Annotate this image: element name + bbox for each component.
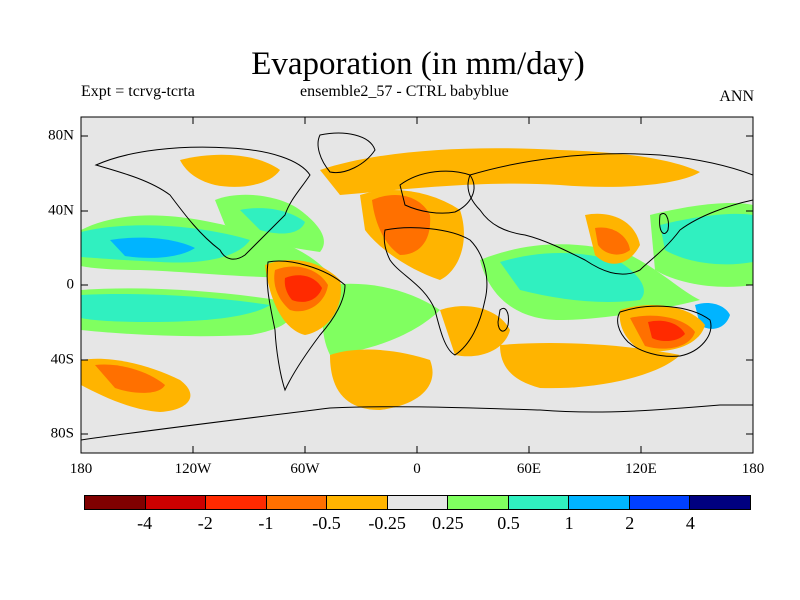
anomaly-turquoise-tropical-pacific — [81, 294, 270, 322]
lat-label-0: 0 — [66, 276, 75, 293]
lon-label-180w: 180 — [69, 461, 93, 477]
colorbar-label: 1 — [564, 513, 574, 533]
axis-ticks — [81, 117, 753, 453]
lon-label-60w: 60W — [290, 461, 320, 477]
colorbar-swatch — [327, 496, 388, 509]
coast-europe — [399, 170, 475, 214]
colorbar-swatch — [448, 496, 509, 509]
coast-antarctica — [81, 404, 753, 453]
colorbar-label: -1 — [258, 513, 274, 533]
colorbar-label: -0.25 — [368, 513, 406, 533]
coast-madagascar — [497, 307, 509, 332]
anomaly-turquoise-west-pacific — [660, 213, 753, 265]
colorbar-swatch — [629, 496, 691, 509]
experiment-label: Expt = tcrvg-tcrta — [81, 83, 195, 100]
lat-label-40s: 40S — [50, 351, 74, 368]
anomaly-turquoise-north-atlantic — [240, 208, 305, 234]
anomaly-darkorange-europe — [372, 195, 431, 255]
colorbar-swatch — [387, 496, 449, 509]
anomaly-orange-north-america — [180, 154, 280, 187]
lon-label-120e: 120E — [625, 461, 657, 477]
anomaly-orange-north-eurasia — [320, 148, 700, 195]
evaporation-field — [81, 132, 753, 453]
colorbar-swatch — [206, 496, 267, 509]
anomaly-red-amazon — [284, 275, 322, 302]
anomaly-green-atlantic — [322, 283, 440, 355]
colorbar-label: 0.5 — [497, 513, 520, 533]
lon-label-0: 0 — [413, 461, 421, 477]
anomaly-darkorange-south-pacific — [95, 364, 165, 393]
lat-label-80s: 80S — [50, 425, 74, 442]
colorbar-label: 2 — [625, 513, 635, 533]
colorbar-label: -2 — [197, 513, 213, 533]
lon-label-180e: 180 — [741, 461, 765, 477]
season-label: ANN — [719, 88, 754, 105]
map-title: Evaporation (in mm/day) — [251, 46, 585, 82]
lon-label-60e: 60E — [516, 461, 542, 477]
coastlines — [81, 132, 753, 453]
colorbar-label: -0.5 — [312, 513, 341, 533]
coast-south-america — [266, 260, 346, 392]
colorbar-label: 0.25 — [432, 513, 464, 533]
colorbar-label: 4 — [685, 513, 695, 533]
lat-label-40n: 40N — [48, 202, 74, 219]
colorbar-swatch — [569, 496, 630, 509]
anomaly-turquoise-indian-ocean — [500, 253, 644, 302]
coast-australia — [617, 305, 712, 357]
lon-label-120w: 120W — [174, 461, 212, 477]
colorbar — [84, 495, 751, 510]
colorbar-swatch — [690, 496, 751, 509]
colorbar-swatch — [145, 496, 207, 509]
anomaly-blue-west-pacific — [695, 303, 730, 329]
colorbar-label: -4 — [137, 513, 153, 533]
coast-japan — [659, 213, 669, 234]
coast-north-america — [94, 146, 311, 260]
ensemble-label: ensemble2_57 - CTRL babyblue — [300, 83, 509, 100]
anomaly-red-australia — [648, 320, 685, 342]
coast-greenland — [317, 132, 376, 174]
colorbar-swatch — [85, 496, 146, 509]
lat-label-80n: 80N — [48, 127, 74, 144]
colorbar-swatch — [508, 496, 570, 509]
anomaly-blue-north-pacific — [110, 237, 195, 258]
coast-africa — [383, 227, 488, 356]
colorbar-swatch — [266, 496, 328, 509]
anomaly-darkorange-east-asia — [595, 227, 630, 255]
anomaly-orange-south-indian — [500, 343, 680, 389]
anomaly-orange-south-atlantic — [330, 349, 433, 410]
coast-asia — [467, 153, 753, 275]
